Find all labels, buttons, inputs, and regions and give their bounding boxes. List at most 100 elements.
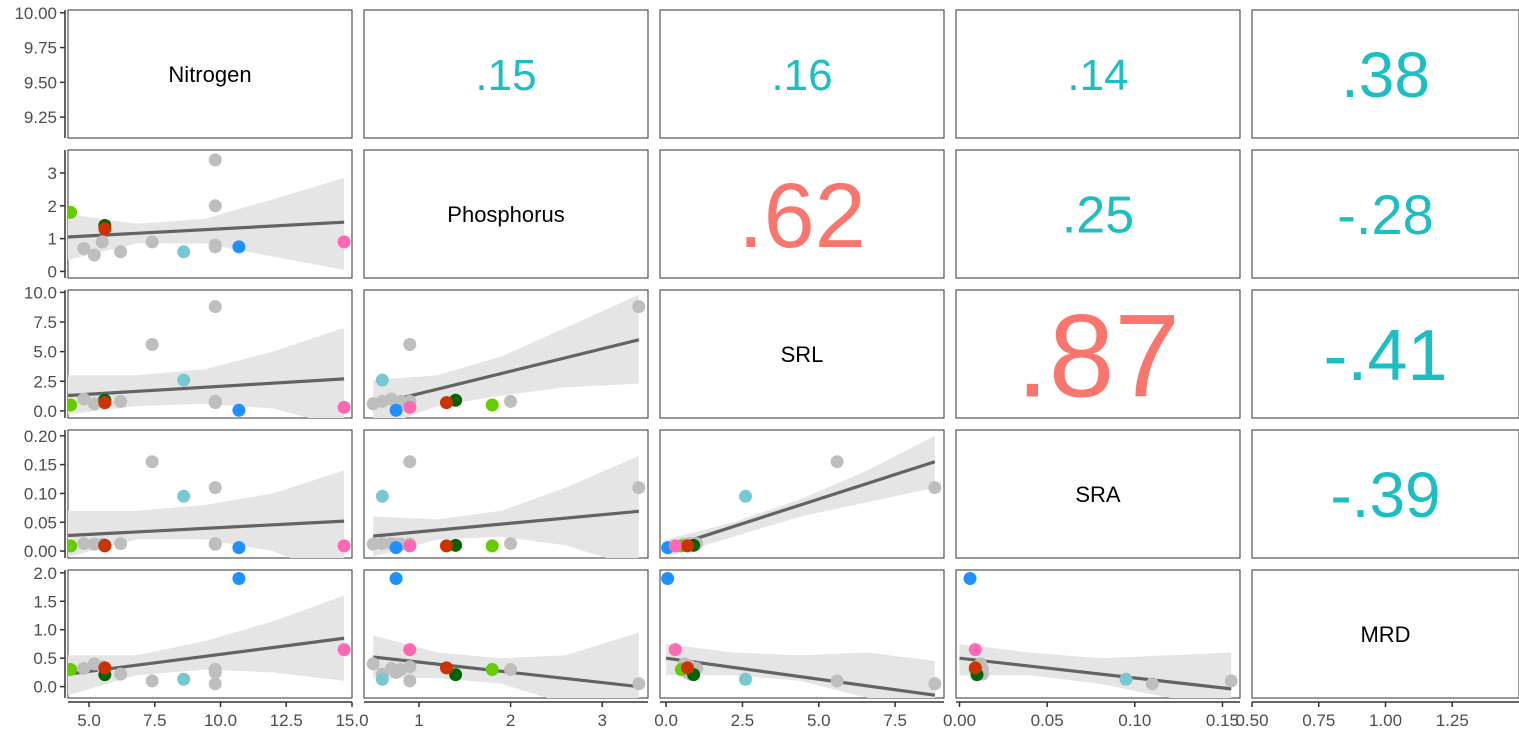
- data-point: [208, 153, 222, 167]
- data-point: [1224, 674, 1238, 688]
- data-point: [337, 235, 351, 249]
- data-point: [68, 663, 78, 677]
- data-point: [485, 539, 499, 553]
- data-point: [680, 539, 694, 553]
- x-axis-mrd: 0.50 0.75 1.00 1.25: [1235, 701, 1519, 730]
- data-point: [389, 572, 403, 586]
- x-tick-label: 5.0: [807, 711, 831, 730]
- x-tick-label: 3: [597, 711, 606, 730]
- data-point: [98, 396, 112, 410]
- panel-3-2: [659, 429, 945, 559]
- x-tick-label: 1.00: [1369, 711, 1402, 730]
- y-tick-label: 0: [48, 262, 57, 281]
- correlation-value: -.41: [1323, 316, 1447, 396]
- y-tick-label: 0.00: [24, 542, 57, 561]
- data-point: [928, 677, 942, 691]
- data-point: [98, 222, 112, 236]
- data-point: [232, 403, 246, 417]
- y-tick-label: 0.05: [24, 513, 57, 532]
- data-point: [177, 672, 191, 686]
- data-point: [439, 396, 453, 410]
- data-point: [830, 455, 844, 469]
- data-point: [337, 400, 351, 414]
- data-point: [968, 661, 982, 675]
- panel-frame: [1251, 9, 1519, 139]
- y-tick-label: 0.15: [24, 456, 57, 475]
- data-point: [366, 657, 380, 671]
- panel-0-4: .38: [1251, 9, 1519, 139]
- data-point: [680, 661, 694, 675]
- data-point: [114, 537, 128, 551]
- data-point: [403, 338, 417, 352]
- x-tick-label: 0.0: [654, 711, 678, 730]
- data-point: [439, 539, 453, 553]
- correlation-value: .25: [1062, 187, 1134, 245]
- data-point: [177, 245, 191, 259]
- variable-label-nitrogen: Nitrogen: [168, 62, 251, 87]
- y-tick-label: 10.0: [24, 283, 57, 302]
- x-tick-label: 0.05: [1031, 711, 1064, 730]
- regression-line: [68, 220, 345, 239]
- panel-2-2: SRL: [659, 289, 945, 419]
- panel-frame: [1251, 289, 1519, 419]
- y-tick-label: 9.75: [24, 39, 57, 58]
- data-point: [1145, 677, 1159, 691]
- confidence-ribbon: [68, 177, 345, 270]
- panel-3-0: [67, 429, 353, 559]
- data-point: [389, 541, 403, 555]
- variable-label-srl: SRL: [781, 342, 824, 367]
- data-point: [177, 489, 191, 503]
- data-point: [114, 667, 128, 681]
- y-tick-label: 1: [48, 230, 57, 249]
- panel-frame: [955, 149, 1241, 279]
- data-point: [375, 672, 389, 686]
- data-point: [77, 392, 91, 406]
- x-tick-label: 5.0: [77, 711, 101, 730]
- data-point: [232, 240, 246, 254]
- data-point: [375, 373, 389, 387]
- data-point: [403, 455, 417, 469]
- x-axis-sra: 0.00 0.05 0.10 0.15: [943, 701, 1240, 730]
- panel-3-1: [363, 429, 649, 559]
- y-axis-srl: 0.0 2.5 5.0 7.5 10.0: [24, 283, 66, 421]
- x-tick-label: 0.00: [943, 711, 976, 730]
- regression-line: [665, 460, 936, 550]
- y-tick-label: 1.0: [33, 621, 57, 640]
- panel-frame: [659, 289, 945, 419]
- x-tick-label: 1: [414, 711, 423, 730]
- panel-0-3: .14: [955, 9, 1241, 139]
- x-tick-label: 0.75: [1302, 711, 1335, 730]
- data-point: [208, 199, 222, 213]
- data-point: [98, 539, 112, 553]
- x-tick-label: 12.5: [270, 711, 303, 730]
- data-point: [403, 674, 417, 688]
- data-point: [968, 643, 982, 657]
- panel-1-4: -.28: [1251, 149, 1519, 279]
- data-point: [375, 489, 389, 503]
- y-tick-label: 0.0: [33, 402, 57, 421]
- panel-4-4: MRD: [1251, 569, 1519, 699]
- data-point: [337, 643, 351, 657]
- data-point: [114, 245, 128, 259]
- data-point: [504, 394, 518, 408]
- panel-frame: [1251, 149, 1519, 279]
- panel-frame: [363, 9, 649, 139]
- data-point: [87, 248, 101, 262]
- data-point: [208, 665, 222, 679]
- panel-1-0: [67, 149, 353, 279]
- panel-2-1: [363, 289, 649, 419]
- y-axis-mrd: 0.0 0.5 1.0 1.5 2.0: [33, 564, 66, 698]
- data-point: [830, 674, 844, 688]
- variable-label-mrd: MRD: [1360, 622, 1410, 647]
- x-tick-label: 1.25: [1436, 711, 1469, 730]
- correlation-value: .15: [475, 51, 536, 100]
- data-point: [389, 403, 403, 417]
- data-point: [208, 537, 222, 551]
- panel-1-2: .62: [659, 149, 945, 279]
- panel-frame: [955, 289, 1241, 419]
- data-point: [403, 400, 417, 414]
- variable-label-sra: SRA: [1075, 482, 1121, 507]
- panel-frame: [1251, 569, 1519, 699]
- data-point: [77, 661, 91, 675]
